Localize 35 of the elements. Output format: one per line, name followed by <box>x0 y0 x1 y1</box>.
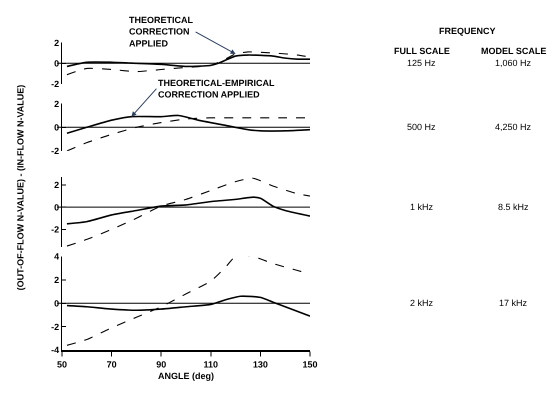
text: 1,060 Hz <box>495 58 532 68</box>
y-tick-label: -2 <box>51 79 60 90</box>
x-axis-title: ANGLE (deg) <box>158 370 214 381</box>
text: 500 Hz <box>407 122 436 132</box>
text: 2 kHz <box>410 298 434 308</box>
x-tick-label: 110 <box>204 360 218 370</box>
text: 4,250 Hz <box>495 122 532 132</box>
x-tick-label: 130 <box>252 360 268 370</box>
y-tick-label: -4 <box>51 345 60 356</box>
y-tick-label: 0 <box>54 122 60 132</box>
y-tick-label: -2 <box>51 224 60 235</box>
text: 8.5 kHz <box>498 202 530 212</box>
y-tick-label: 0 <box>54 298 60 308</box>
text: FULL SCALE <box>394 46 450 56</box>
y-tick-label: 2 <box>54 38 60 48</box>
y-tick-label: 4 <box>54 252 60 262</box>
annotation: THEORETICAL-EMPIRICAL CORRECTION APPLIED <box>158 78 275 100</box>
annotation: THEORETICAL CORRECTION APPLIED <box>129 15 194 48</box>
x-tick-label: 70 <box>106 360 117 370</box>
x-tick-label: 90 <box>156 360 166 370</box>
y-tick-label: 2 <box>54 180 60 190</box>
y-tick-label: 0 <box>54 58 60 68</box>
text: FREQUENCY <box>439 26 496 36</box>
text: 17 kHz <box>499 298 528 308</box>
y-tick-label: -2 <box>51 146 60 156</box>
text: 1 kHz <box>410 202 434 212</box>
text: MODEL SCALE <box>481 46 546 56</box>
text: 125 Hz <box>407 58 436 68</box>
y-tick-label: 2 <box>54 275 60 286</box>
y-tick-label: 0 <box>54 202 60 212</box>
y-tick-label: -2 <box>51 322 60 332</box>
y-axis-title: (OUT-OF-FLOW N-VALUE) - (IN-FLOW N-VALUE) <box>15 84 26 290</box>
y-tick-label: 2 <box>54 98 60 109</box>
x-tick-label: 50 <box>56 360 68 370</box>
x-tick-label: 150 <box>302 360 318 370</box>
